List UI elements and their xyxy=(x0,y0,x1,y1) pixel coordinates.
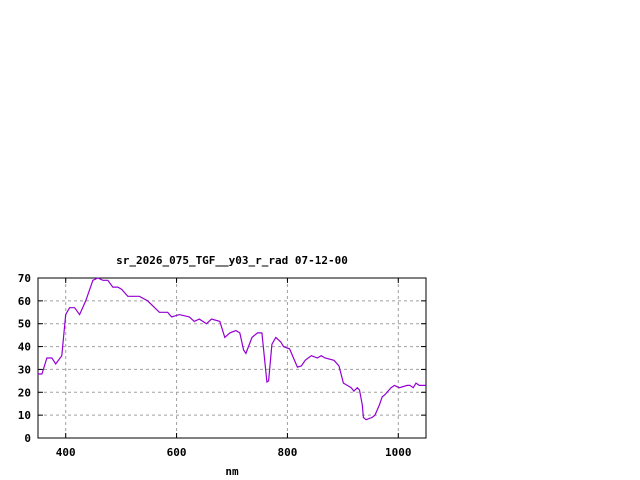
y-tick-label: 70 xyxy=(18,272,31,285)
x-tick-label: 600 xyxy=(167,446,187,459)
series-line xyxy=(38,277,426,421)
y-tick-label: 50 xyxy=(18,318,31,331)
x-tick-label: 1000 xyxy=(385,446,412,459)
y-tick-label: 20 xyxy=(18,386,31,399)
ticks: 0 10 20 30 40 50 60 70 400 600 800 1000 xyxy=(18,272,426,459)
x-tick-label: 800 xyxy=(277,446,297,459)
y-tick-label: 40 xyxy=(18,341,31,354)
y-tick-label: 60 xyxy=(18,295,31,308)
y-tick-label: 0 xyxy=(24,432,31,445)
grid xyxy=(38,278,426,438)
series-group xyxy=(38,277,426,421)
y-tick-label: 30 xyxy=(18,363,31,376)
x-axis-label: nm xyxy=(225,465,239,478)
x-tick-label: 400 xyxy=(56,446,76,459)
chart-title: sr_2026_075_TGF__y03_r_rad 07-12-00 xyxy=(116,254,348,267)
y-tick-label: 10 xyxy=(18,409,31,422)
plot-frame xyxy=(37,277,427,439)
